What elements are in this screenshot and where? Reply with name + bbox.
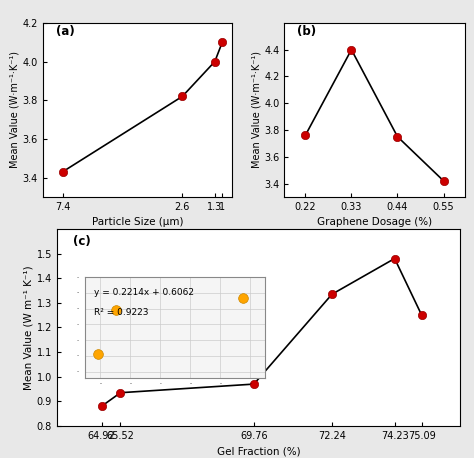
X-axis label: Particle Size (μm): Particle Size (μm) [91,218,183,227]
Text: (c): (c) [73,235,91,248]
Text: y = 0.2214x + 0.6062: y = 0.2214x + 0.6062 [94,288,194,297]
Y-axis label: Mean Value (W·m⁻¹·K⁻¹): Mean Value (W·m⁻¹·K⁻¹) [9,51,19,169]
Text: (a): (a) [56,25,75,38]
X-axis label: Gel Fraction (%): Gel Fraction (%) [217,447,300,456]
X-axis label: Graphene Dosage (%): Graphene Dosage (%) [317,218,432,227]
Text: R² = 0.9223: R² = 0.9223 [94,308,149,317]
Y-axis label: Mean Value (W m⁻¹ K⁻¹): Mean Value (W m⁻¹ K⁻¹) [24,265,34,390]
Text: (b): (b) [297,25,316,38]
Y-axis label: Mean Value (W·m⁻¹·K⁻¹): Mean Value (W·m⁻¹·K⁻¹) [251,51,261,169]
